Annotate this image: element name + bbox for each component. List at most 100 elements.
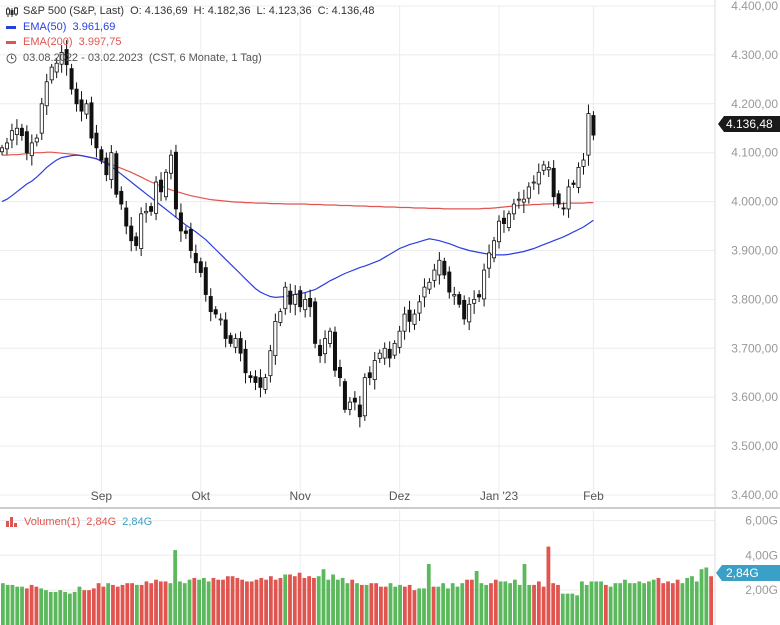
volume-bar: [431, 586, 436, 625]
candle-body: [492, 240, 497, 259]
candle-body: [233, 338, 238, 348]
volume-bar: [580, 581, 584, 625]
volume-tick-label: 6,00G: [745, 513, 778, 527]
volume-bar: [632, 583, 637, 625]
candle-body: [263, 377, 268, 390]
volume-bar: [316, 576, 321, 625]
candlestick-icon: [6, 6, 18, 17]
volume-bar: [101, 586, 106, 625]
volume-bar: [680, 583, 685, 625]
x-axis: Sep Okt Nov Dez Jan '23 Feb: [91, 489, 604, 503]
candle-body: [551, 167, 556, 198]
volume-bar: [288, 574, 292, 625]
date-range: 03.08.2022 - 03.02.2023: [23, 51, 143, 64]
candle-body: [477, 294, 482, 298]
x-tick-label: Dez: [389, 489, 410, 503]
candle-body: [89, 102, 94, 139]
volume-bar: [67, 593, 72, 625]
y-tick-label: 4.300,00: [731, 48, 778, 62]
y-tick-label: 4.400,00: [731, 0, 778, 13]
candle-body: [382, 347, 387, 359]
ema50-path: [1, 154, 594, 299]
volume-bar: [503, 581, 508, 625]
volume-bar: [345, 583, 350, 625]
volume-bar: [53, 591, 58, 625]
candle-body: [139, 213, 144, 249]
volume-bar: [355, 583, 359, 625]
candle-body: [347, 401, 352, 410]
candle-body: [129, 225, 134, 242]
ohlc-close-value: 4.136,48: [331, 5, 375, 17]
volume-bar: [20, 586, 24, 625]
legend-ema200-row[interactable]: EMA(200) 3.997,75: [6, 35, 374, 51]
candle-body: [164, 171, 169, 198]
candle-body: [337, 366, 342, 379]
volume-bar: [651, 579, 656, 625]
instrument-title: S&P 500 (S&P, Last): [23, 5, 125, 17]
legend-ema50-row[interactable]: EMA(50) 3.961,69: [6, 20, 374, 36]
candle-body: [99, 149, 104, 161]
candle-body: [422, 286, 427, 298]
candle-body: [84, 103, 89, 115]
candle-body: [442, 260, 447, 276]
candle-body: [243, 348, 248, 374]
candle-body: [134, 236, 139, 247]
y-tick-label: 3.400,00: [731, 488, 778, 502]
volume-bar: [144, 581, 149, 625]
volume-bar: [350, 579, 355, 625]
period-info: (CST, 6 Monate, 1 Tag): [148, 51, 262, 64]
candle-body: [457, 294, 462, 305]
candle-body: [149, 206, 154, 212]
candle-body: [318, 344, 323, 357]
volume-bar: [206, 581, 211, 625]
volume-bar: [173, 550, 178, 625]
ema200-line: [2, 151, 594, 210]
volume-bar: [623, 579, 627, 625]
candle-body: [392, 343, 397, 356]
candle-body: [447, 271, 452, 293]
candle-body: [203, 267, 208, 295]
candle-body: [303, 298, 308, 311]
volume-bar: [575, 595, 580, 625]
candle-body: [273, 321, 278, 357]
candle-body: [342, 381, 347, 410]
volume-bar: [685, 577, 690, 625]
candle-body: [357, 404, 362, 418]
candle-body: [407, 309, 412, 322]
candle-body: [44, 81, 49, 107]
volume-bar: [479, 583, 484, 625]
volume-bar: [134, 584, 139, 625]
volume-bar: [29, 584, 34, 625]
candle-body: [362, 377, 367, 417]
candle-body: [193, 253, 198, 264]
volume-bar: [48, 591, 53, 625]
volume-bar: [149, 583, 154, 625]
candle-body: [541, 164, 546, 171]
volume-value-blue: 2,84G: [122, 516, 153, 528]
candle-body: [238, 338, 243, 354]
volume-bar: [670, 583, 675, 625]
candle-body: [576, 166, 581, 188]
volume-bar: [72, 591, 77, 625]
volume-bar: [560, 593, 565, 625]
volume-bar: [87, 590, 91, 625]
ema50-value: 3.961,69: [72, 20, 116, 33]
volume-bar: [326, 579, 331, 625]
volume-bar: [139, 584, 144, 625]
candle-body: [506, 213, 511, 228]
volume-bar: [230, 576, 235, 625]
volume-bar: [565, 593, 570, 625]
volume-bar: [422, 588, 426, 625]
y-tick-label: 3.900,00: [731, 244, 778, 258]
ema50-swatch: [6, 25, 16, 29]
x-tick-label: Sep: [91, 489, 113, 503]
volume-bar: [489, 583, 493, 625]
candle-body: [159, 179, 164, 193]
x-tick-label: Okt: [191, 489, 210, 503]
candle-body: [94, 132, 99, 149]
candle-body: [536, 171, 541, 185]
candle-body: [352, 397, 357, 403]
volume-bar: [154, 579, 158, 625]
candle-body: [69, 68, 74, 90]
ohlc-low-label: L:: [256, 5, 266, 17]
